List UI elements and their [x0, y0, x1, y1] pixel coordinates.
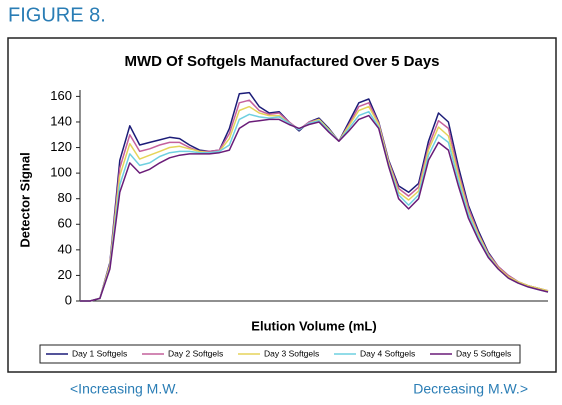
y-tick-label: 140 — [50, 113, 72, 128]
legend-box — [39, 344, 521, 364]
y-axis-label: Detector Signal — [17, 152, 32, 247]
x-axis-label: Elution Volume (mL) — [251, 318, 376, 333]
chart-title: MWD Of Softgels Manufactured Over 5 Days — [124, 53, 439, 70]
series-line — [80, 110, 549, 302]
y-tick-label: 80 — [58, 190, 72, 205]
legend-label: Day 4 Softgels — [360, 348, 415, 358]
legend-label: Day 2 Softgels — [168, 348, 223, 358]
left-note: <Increasing M.W. — [70, 381, 179, 397]
figure-label: FIGURE 8. — [8, 4, 106, 26]
legend-label: Day 1 Softgels — [72, 348, 127, 358]
legend-label: Day 3 Softgels — [264, 348, 319, 358]
y-tick-label: 60 — [58, 216, 72, 231]
y-tick-label: 120 — [50, 139, 72, 154]
y-tick-label: 160 — [50, 88, 72, 103]
y-tick-label: 20 — [58, 267, 72, 282]
y-tick-label: 40 — [58, 241, 72, 256]
right-note: Decreasing M.W.> — [413, 381, 528, 397]
legend-label: Day 5 Softgels — [456, 348, 511, 358]
y-tick-label: 0 — [65, 292, 72, 307]
series-line — [80, 114, 549, 302]
y-tick-label: 100 — [50, 165, 72, 180]
